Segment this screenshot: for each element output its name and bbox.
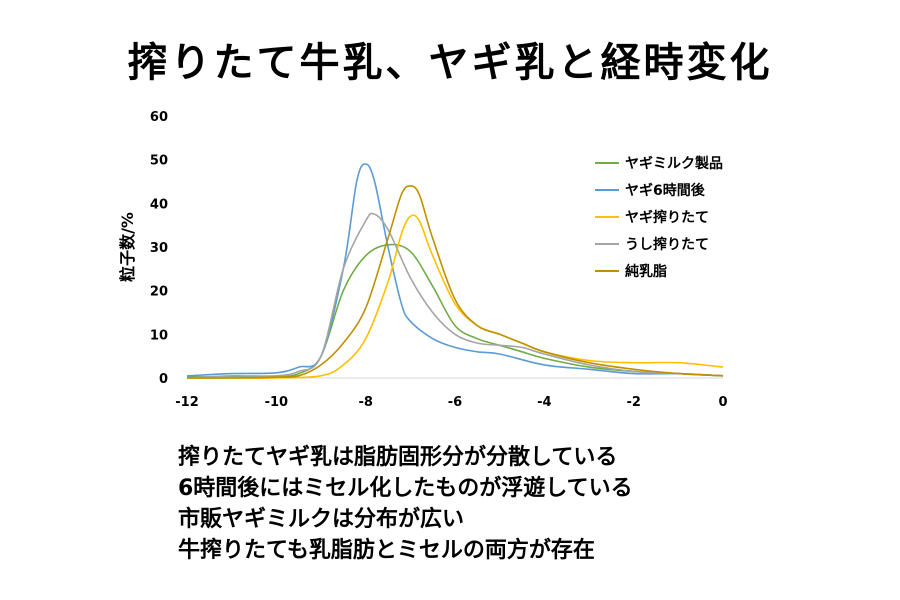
x-tick-label: -8 — [358, 395, 372, 410]
series-line-1 — [186, 163, 724, 377]
slide-title: 搾りたて牛乳、ヤギ乳と経時変化 — [127, 40, 773, 86]
series-line-4 — [186, 185, 724, 379]
x-tick-label: -12 — [175, 395, 199, 410]
x-tick-label: -6 — [448, 395, 462, 410]
legend-label-4: 純乳脂 — [625, 263, 667, 280]
y-tick-label: 20 — [150, 285, 168, 300]
y-axis-label: 粒子数/% — [118, 212, 137, 282]
x-tick-label: -4 — [537, 395, 551, 410]
note-line-2: 6時間後にはミセル化したものが浮遊している — [178, 476, 633, 501]
legend-label-3: うし搾りたて — [625, 236, 709, 253]
y-tick-label: 0 — [159, 372, 168, 387]
legend-label-0: ヤギミルク製品 — [625, 155, 723, 172]
x-tick-label: -2 — [626, 395, 640, 410]
note-line-4: 牛搾りたても乳脂肪とミセルの両方が存在 — [178, 538, 595, 563]
particle-size-line-chart: 0 10 20 30 40 50 60 -12 -10 -8 -6 -4 -2 0 粒子数/% ヤギミルク製品… — [118, 110, 728, 410]
series-line-0 — [186, 243, 724, 378]
note-line-1: 搾りたてヤギ乳は脂肪固形分が分散している — [178, 445, 618, 470]
legend-label-2: ヤギ搾りたて — [625, 209, 709, 226]
x-tick-label: -10 — [265, 395, 289, 410]
y-tick-label: 40 — [150, 197, 168, 212]
note-line-3: 市販ヤギミルクは分布が広い — [178, 507, 465, 532]
y-tick-label: 30 — [150, 241, 168, 256]
notes-block: 搾りたてヤギ乳は脂肪固形分が分散している 6時間後にはミセル化したものが浮遊して… — [178, 442, 878, 566]
series-line-2 — [186, 214, 724, 379]
x-tick-label: 0 — [718, 395, 727, 410]
y-tick-label: 10 — [150, 328, 168, 343]
series-line-3 — [186, 212, 724, 379]
y-tick-label: 50 — [150, 154, 168, 169]
legend-label-1: ヤギ6時間後 — [625, 182, 706, 199]
y-tick-label: 60 — [150, 110, 168, 125]
